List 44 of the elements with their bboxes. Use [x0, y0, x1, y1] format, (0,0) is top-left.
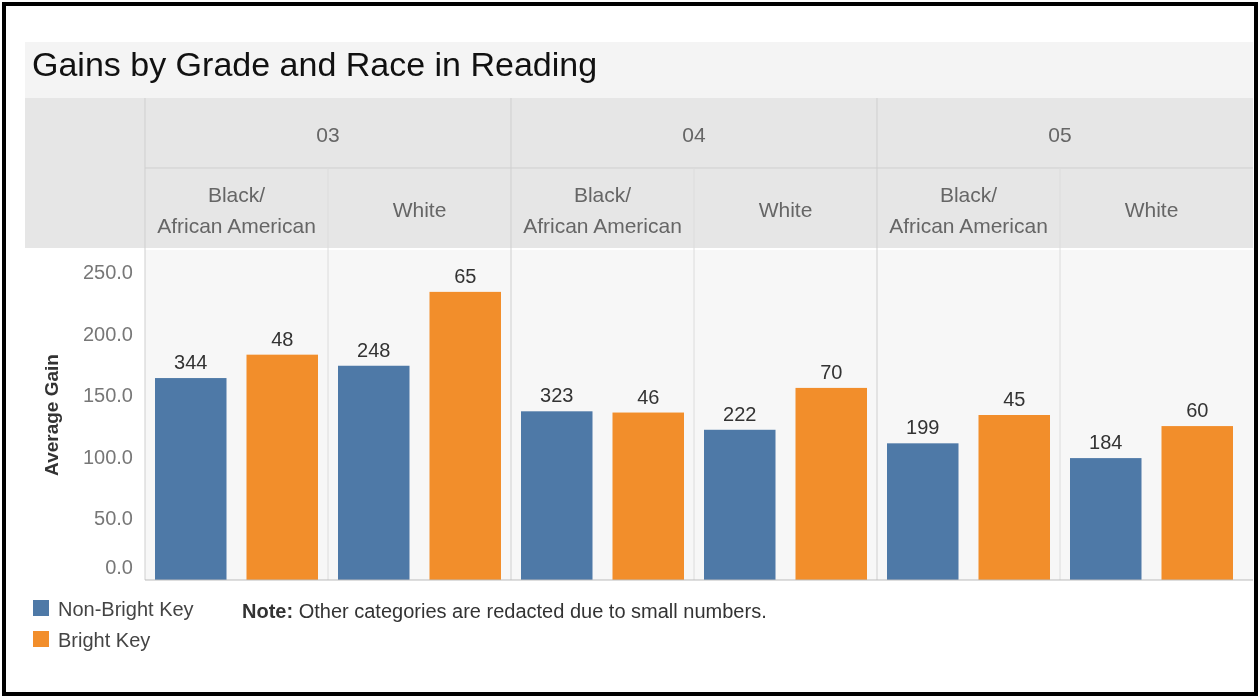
annotation: 323	[540, 384, 574, 407]
annotation: 184	[1089, 431, 1123, 454]
text: 04	[682, 123, 706, 146]
annotation: 60	[1186, 399, 1209, 422]
bar	[246, 354, 318, 580]
bar	[429, 291, 501, 580]
x-tick-label: White	[392, 198, 447, 221]
annotation: 48	[271, 327, 294, 350]
legend-label: Bright Key	[58, 629, 151, 651]
bar	[612, 412, 684, 580]
y-tick-label: 250.0	[82, 261, 133, 284]
y-tick-label: 50.0	[94, 507, 133, 530]
annotation: 248	[357, 338, 391, 361]
y-axis-title: Average Gain	[41, 354, 62, 476]
x-tick-label: Black/African American	[157, 183, 316, 237]
annotation: 70	[820, 360, 843, 383]
text: 05	[1048, 123, 1072, 146]
x-tick-label: Black/African American	[889, 183, 1048, 237]
bar	[978, 415, 1050, 580]
x-tick-label: White	[758, 198, 813, 221]
y-tick-label: 150.0	[82, 384, 133, 407]
bar	[338, 365, 410, 580]
annotation: 222	[723, 402, 757, 425]
bar	[1161, 426, 1233, 580]
y-tick-label: 200.0	[82, 322, 133, 345]
x-tick-label: White	[1124, 198, 1179, 221]
bar	[795, 387, 867, 580]
bar	[521, 411, 593, 580]
annotation: 65	[454, 264, 477, 287]
annotation: 46	[637, 385, 660, 408]
text: 03	[316, 123, 340, 146]
chart-title: Gains by Grade and Race in Reading	[32, 45, 598, 83]
bar	[155, 378, 227, 580]
text: Note: Other categories are redacted due to small numbers.	[242, 600, 767, 622]
x-tick-label: Black/African American	[523, 183, 682, 237]
bar	[704, 429, 776, 580]
annotation: 45	[1003, 388, 1026, 410]
y-tick-label: 0.0	[105, 556, 133, 578]
legend-label: Non-Bright Key	[58, 598, 194, 620]
annotation: 344	[174, 351, 208, 374]
bar	[887, 443, 959, 580]
y-tick-label: 100.0	[82, 445, 133, 468]
annotation: 199	[906, 416, 940, 439]
bar	[1070, 458, 1142, 580]
